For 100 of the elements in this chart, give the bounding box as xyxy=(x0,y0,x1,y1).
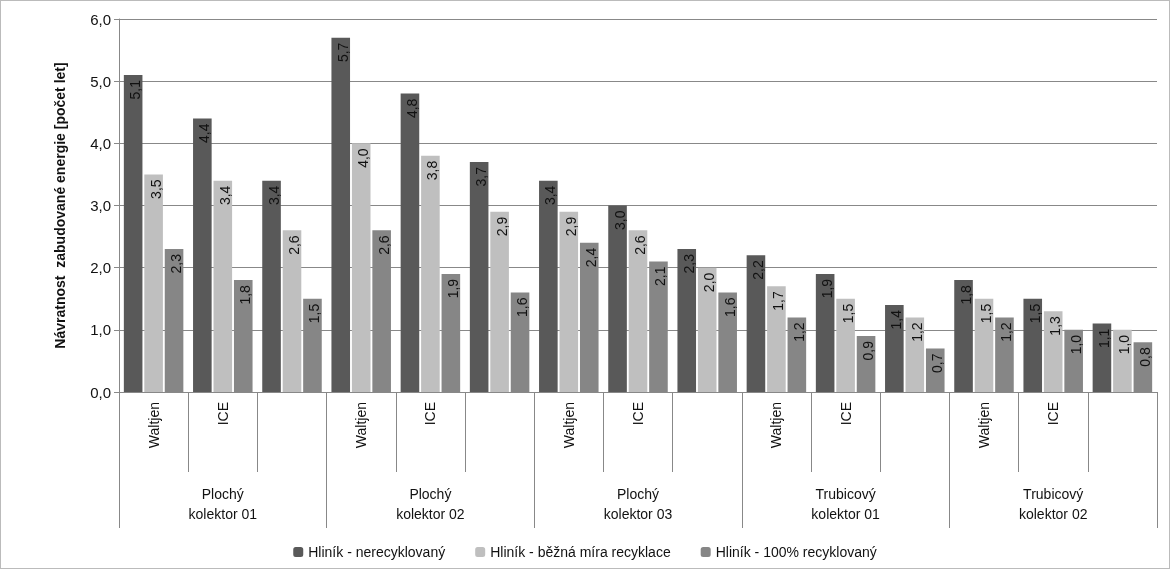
data-label: 2,9 xyxy=(562,216,579,237)
x-tick-label: Waltjen xyxy=(145,402,162,449)
data-label: 1,4 xyxy=(888,309,905,330)
bar xyxy=(262,180,281,392)
data-label: 1,6 xyxy=(514,297,531,317)
x-tick-label: ICE xyxy=(1045,402,1062,426)
x-tick-label: ICE xyxy=(214,402,231,426)
data-label: 1,5 xyxy=(306,303,323,324)
data-label: 2,0 xyxy=(701,272,718,293)
bar xyxy=(193,118,212,392)
bar xyxy=(767,286,786,392)
data-label: 2,6 xyxy=(375,235,392,255)
bar xyxy=(836,298,855,392)
x-tick-label: Waltjen xyxy=(768,402,785,449)
data-label: 0,9 xyxy=(860,340,877,361)
bar xyxy=(746,255,766,392)
y-tick-label: 4,0 xyxy=(90,134,111,152)
bar xyxy=(697,267,717,392)
text: Trubicový kolektor 02 xyxy=(1018,486,1088,522)
y-tick-label: 5,0 xyxy=(90,72,111,90)
data-label: 4,8 xyxy=(403,98,420,119)
data-label: 1,9 xyxy=(444,278,461,299)
bar xyxy=(925,348,945,392)
bar xyxy=(974,298,994,392)
text: Plochý kolektor 01 xyxy=(188,486,258,522)
text: Plochý kolektor 02 xyxy=(396,486,465,522)
bar xyxy=(213,180,233,392)
legend-label: Hliník - nerecyklovaný xyxy=(308,544,446,560)
bar xyxy=(559,211,579,392)
x-tick-label: ICE xyxy=(630,402,646,426)
bar xyxy=(815,273,835,392)
bar xyxy=(331,37,351,392)
bar xyxy=(490,211,509,392)
data-label: 2,6 xyxy=(286,235,302,255)
bar xyxy=(351,143,371,392)
data-label: 2,4 xyxy=(583,247,600,268)
data-label: 2,9 xyxy=(493,216,510,237)
x-tick-label: Waltjen xyxy=(560,402,577,449)
data-label: 1,5 xyxy=(839,303,856,324)
y-tick-label: 2,0 xyxy=(90,259,111,277)
legend-label: Hliník - 100% recyklovaný xyxy=(715,544,877,560)
text: Plochý kolektor 03 xyxy=(603,486,673,522)
data-label: 1,5 xyxy=(978,303,994,324)
text: Trubicový kolektor 01 xyxy=(811,486,881,522)
data-label: 0,8 xyxy=(1136,347,1153,367)
data-label: 3,8 xyxy=(424,160,441,181)
y-tick-label: 1,0 xyxy=(90,321,111,339)
bar xyxy=(954,280,973,392)
data-label: 1,8 xyxy=(237,284,254,305)
x-tick-label: Waltjen xyxy=(976,402,992,449)
data-label: 4,4 xyxy=(196,123,213,143)
bar xyxy=(469,161,489,392)
data-label: 1,2 xyxy=(998,322,1015,342)
data-label: 5,1 xyxy=(127,79,144,100)
data-label: 1,9 xyxy=(819,278,836,299)
bar xyxy=(123,74,143,392)
bar xyxy=(1023,298,1043,392)
data-label: 0,7 xyxy=(929,353,946,373)
data-label: 2,3 xyxy=(168,253,185,274)
y-axis-title: Návratnost zabudované energie [počet let] xyxy=(52,62,68,349)
data-label: 2,2 xyxy=(749,260,766,280)
x-tick-label: ICE xyxy=(422,402,439,426)
data-label: 3,5 xyxy=(147,179,164,199)
bar xyxy=(1043,311,1063,392)
data-label: 1,0 xyxy=(1116,334,1133,355)
bar xyxy=(677,249,697,392)
bar xyxy=(905,317,925,392)
data-label: 2,3 xyxy=(680,253,697,274)
data-label: 3,4 xyxy=(216,185,233,206)
data-label: 1,5 xyxy=(1026,303,1043,324)
bar xyxy=(400,93,420,392)
bar xyxy=(628,230,648,392)
data-label: 5,7 xyxy=(334,42,351,63)
bar xyxy=(539,180,558,392)
data-label: 3,4 xyxy=(542,185,559,206)
data-label: 4,0 xyxy=(355,148,372,168)
data-label: 3,4 xyxy=(265,185,282,206)
bar xyxy=(608,205,627,392)
x-tick-label: ICE xyxy=(837,402,854,426)
data-label: 1,3 xyxy=(1047,315,1064,336)
bar xyxy=(1092,323,1112,392)
legend-label: Hliník - běžná míra recyklace xyxy=(490,544,671,560)
x-tick-label: Waltjen xyxy=(353,402,370,449)
y-tick-label: 6,0 xyxy=(90,10,111,28)
bar xyxy=(282,230,302,392)
data-label: 1,2 xyxy=(908,322,925,342)
data-label: 2,1 xyxy=(652,266,669,286)
bar xyxy=(144,174,163,392)
data-label: 1,7 xyxy=(770,291,787,311)
data-label: 1,8 xyxy=(957,284,974,305)
data-label: 1,1 xyxy=(1095,328,1112,349)
data-label: 3,0 xyxy=(611,210,628,230)
data-label: 2,6 xyxy=(632,235,648,255)
y-tick-label: 0,0 xyxy=(90,383,111,401)
data-label: 1,6 xyxy=(721,297,738,317)
data-label: 1,0 xyxy=(1067,334,1084,355)
bar xyxy=(1113,329,1132,392)
bar xyxy=(885,304,904,392)
bar xyxy=(421,155,440,392)
y-tick-label: 3,0 xyxy=(90,197,111,214)
